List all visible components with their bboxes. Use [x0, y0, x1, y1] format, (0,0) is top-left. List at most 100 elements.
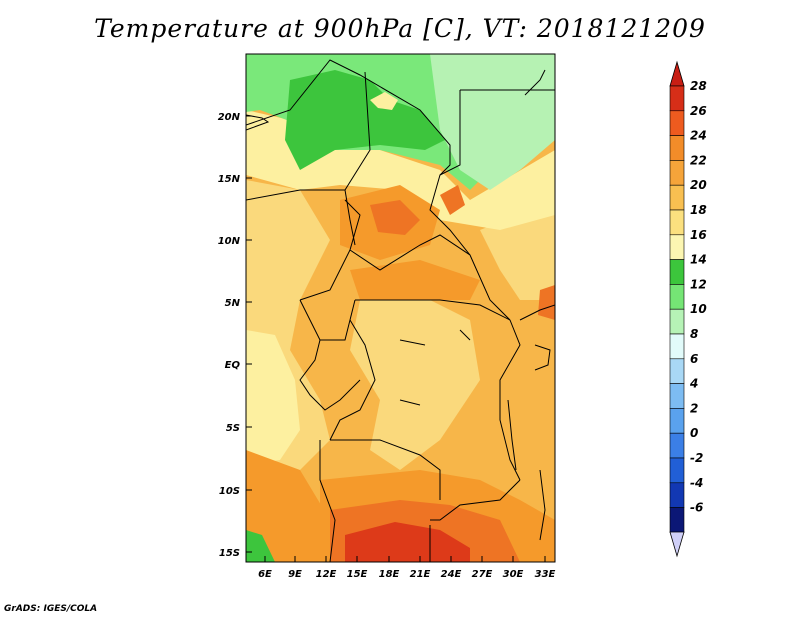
- colorbar-swatch: [669, 234, 685, 260]
- longitude-labels: 6E 9E 12E 15E 18E 21E 24E 27E 30E 33E: [258, 569, 555, 580]
- border-car-south: [355, 299, 511, 321]
- colorbar-swatch: [669, 284, 685, 310]
- lon-label: 33E: [535, 569, 556, 580]
- field-16-18-highland: [370, 92, 398, 110]
- lon-label: 15E: [347, 569, 368, 580]
- lon-label: 9E: [288, 569, 302, 580]
- lat-label: 15N: [218, 174, 241, 185]
- lon-label: 27E: [472, 569, 493, 580]
- political-borders: [246, 59, 555, 562]
- lon-label: 6E: [258, 569, 272, 580]
- credit-text: GrADS: IGES/COLA: [4, 604, 98, 614]
- lat-label: 20N: [218, 112, 241, 123]
- colorbar-swatch: [669, 507, 685, 533]
- lat-label: 15S: [219, 548, 240, 559]
- colorbar-arrow-bottom: [669, 531, 685, 558]
- colorbar-label: 28: [690, 79, 707, 93]
- field-18-20-central: [350, 295, 480, 470]
- field-26-28-south: [345, 522, 470, 562]
- lat-label: 5S: [226, 423, 240, 434]
- colorbar-swatch: [669, 408, 685, 434]
- lon-label: 30E: [503, 569, 524, 580]
- field-10-12-northeast: [430, 54, 555, 190]
- colorbar-label: 16: [690, 228, 707, 242]
- field-16-18-west: [246, 330, 300, 465]
- latitude-labels: 20N 15N 10N 5N EQ 5S 10S 15S: [218, 112, 241, 559]
- colorbar-swatch: [669, 160, 685, 186]
- field-24-26-edge: [538, 285, 555, 320]
- colorbar-boxes: [669, 85, 685, 533]
- colorbar-label: 18: [690, 203, 707, 217]
- colorbar-swatch: [669, 135, 685, 161]
- colorbar-label: 2: [690, 401, 698, 415]
- colorbar-swatch: [669, 333, 685, 360]
- border-sahara: [246, 59, 451, 176]
- colorbar-swatch: [669, 482, 685, 508]
- border-chad-sudan: [429, 90, 471, 256]
- border-car: [349, 234, 511, 321]
- temperature-field: [246, 54, 555, 562]
- lat-label: EQ: [225, 360, 241, 371]
- border-east: [519, 304, 555, 321]
- axis-ticks: [246, 115, 546, 562]
- lon-label: 12E: [316, 569, 337, 580]
- colorbar-swatch: [669, 457, 685, 484]
- field-24-26-east: [440, 185, 465, 215]
- border-gabon: [299, 339, 361, 411]
- lat-label: 10N: [218, 236, 241, 247]
- colorbar-label: 14: [690, 253, 707, 267]
- colorbar-swatch: [669, 209, 685, 236]
- lake-victoria: [534, 344, 551, 371]
- lake-malawi: [539, 469, 546, 541]
- border-cameroon-south: [299, 299, 356, 341]
- colorbar-label: -4: [690, 476, 703, 490]
- colorbar-swatch: [669, 432, 685, 459]
- lon-label: 21E: [410, 569, 431, 580]
- lat-label: 10S: [219, 486, 240, 497]
- coast-red-sea: [524, 69, 546, 96]
- field-22-24-southwest: [246, 450, 330, 562]
- border-congo: [329, 319, 376, 441]
- chart-title: Temperature at 900hPa [C], VT: 201812120…: [94, 14, 706, 43]
- colorbar-label: 22: [690, 153, 707, 167]
- colorbar-label: 0: [690, 426, 698, 440]
- border-angola-north: [330, 439, 441, 500]
- colorbar-label: 26: [690, 104, 707, 118]
- colorbar-label: -6: [690, 501, 703, 515]
- field-14-16-sahara: [285, 70, 445, 170]
- lake-tanganyika: [507, 399, 517, 471]
- coastline-west: [246, 114, 270, 131]
- colorbar-swatch: [669, 184, 685, 211]
- colorbar-label: 8: [690, 327, 698, 341]
- border-angola-west: [319, 440, 336, 562]
- colorbar-label: 20: [690, 178, 707, 192]
- border-angola-south: [430, 479, 521, 521]
- map-frame: [245, 53, 556, 563]
- colorbar-label: 12: [690, 277, 707, 291]
- colorbar-swatch: [669, 259, 685, 285]
- colorbar-swatch: [669, 383, 685, 409]
- lat-label: 5N: [225, 298, 241, 309]
- rivers-inland: [399, 329, 471, 406]
- colorbar-label: 4: [689, 377, 698, 391]
- colorbar-swatch: [669, 358, 685, 384]
- lon-label: 24E: [441, 569, 462, 580]
- lon-label: 18E: [379, 569, 400, 580]
- colorbar-label: -2: [690, 451, 703, 465]
- colorbar-arrow-top: [669, 60, 685, 87]
- field-16-18-sahel: [246, 110, 555, 230]
- colorbar-label: 10: [690, 302, 707, 316]
- field-14-16-southwest: [246, 530, 275, 562]
- field-24-26-north: [370, 200, 420, 235]
- colorbar-swatch: [669, 85, 685, 112]
- field-22-24-mid: [350, 260, 480, 300]
- border-drc-east: [499, 319, 521, 481]
- colorbar-label: 24: [690, 129, 707, 143]
- border-niger-nigeria: [246, 189, 345, 201]
- colorbar-swatch: [669, 308, 685, 335]
- colorbar-swatch: [669, 110, 685, 136]
- colorbar-label: 6: [690, 352, 698, 366]
